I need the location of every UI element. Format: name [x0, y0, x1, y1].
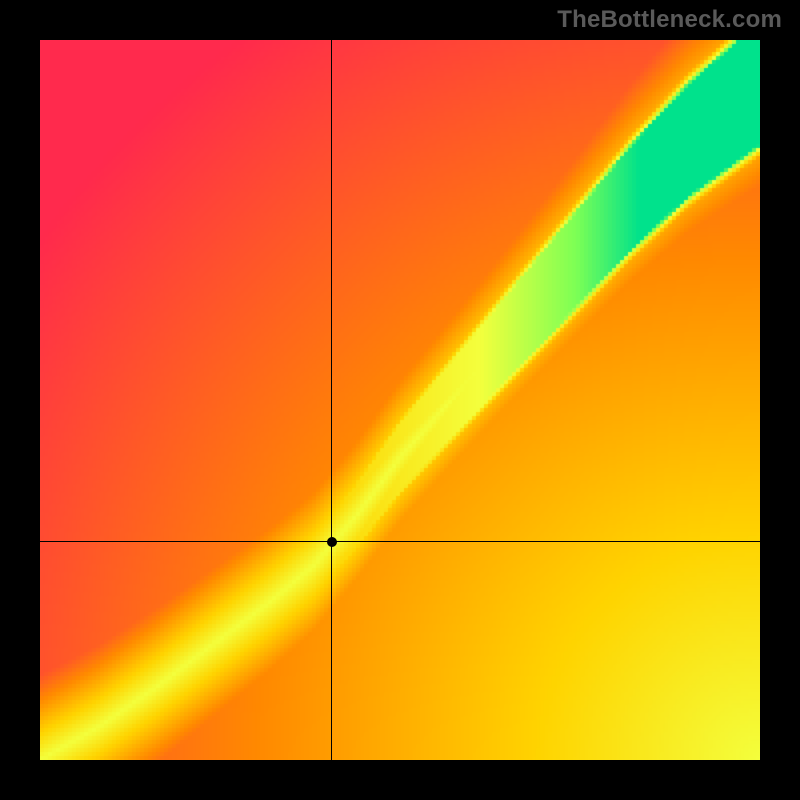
chart-container: TheBottleneck.com [0, 0, 800, 800]
plot-area [40, 40, 760, 760]
attribution-label: TheBottleneck.com [557, 6, 782, 34]
heatmap-canvas [40, 40, 760, 760]
